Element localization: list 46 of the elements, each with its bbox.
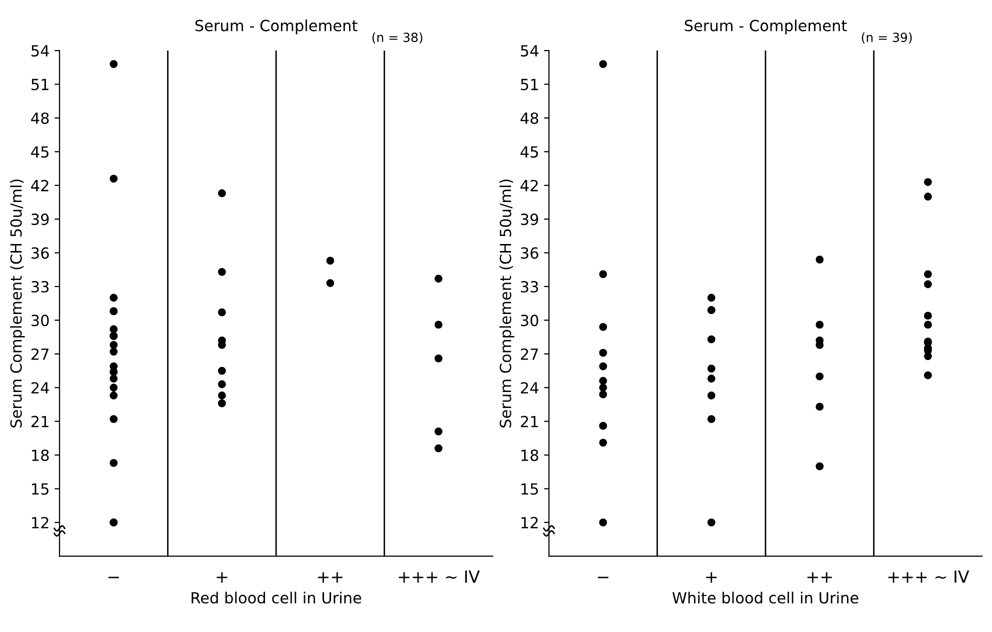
chart-subtitle: (n = 38) (372, 32, 422, 44)
y-axis-title: Serum Complement (CH 50u/ml) (499, 180, 514, 428)
y-tick-label: 54 (32, 45, 49, 57)
y-tick-label: 54 (520, 45, 538, 57)
y-tick-label: 42 (31, 180, 48, 192)
x-tick-label: + (706, 572, 717, 583)
y-tick-label: 12 (521, 516, 538, 528)
y-tick-label: 36 (32, 247, 49, 259)
chart-title: Serum - Complement (684, 20, 847, 34)
chart-title: Serum - Complement (195, 20, 358, 34)
x-tick-label: ++ (318, 572, 342, 583)
y-tick-label: 12 (32, 516, 48, 528)
y-tick-label: 27 (31, 348, 48, 360)
y-tick-label: 24 (520, 382, 538, 394)
x-tick-label: − (598, 576, 608, 578)
y-tick-label: 21 (520, 416, 538, 428)
x-axis-title: White blood cell in Urine (672, 592, 858, 604)
y-tick-label: 51 (32, 78, 48, 90)
x-tick-label: +++ ~ IV (398, 570, 480, 583)
y-tick-label: 33 (520, 280, 538, 293)
x-tick-label: +++ ~ IV (888, 570, 970, 583)
y-tick-label: 39 (520, 214, 538, 226)
y-tick-label: 45 (520, 146, 538, 158)
y-tick-label: 33 (32, 280, 49, 293)
y-tick-label: 15 (32, 483, 48, 495)
x-tick-label: − (108, 576, 119, 578)
x-tick-label: + (216, 572, 228, 583)
y-tick-label: 42 (520, 180, 538, 192)
y-tick-label: 48 (520, 112, 538, 124)
y-tick-label: 45 (31, 146, 48, 158)
x-axis-title: Red blood cell in Urine (192, 592, 362, 604)
y-tick-label: 30 (32, 314, 49, 326)
y-tick-label: 21 (31, 416, 48, 428)
y-axis-title: Serum Complement (CH 50u/ml) (10, 180, 25, 428)
y-tick-label: 39 (32, 214, 49, 226)
y-tick-label: 18 (521, 450, 538, 462)
y-tick-label: 27 (520, 348, 538, 360)
y-tick-label: 15 (521, 483, 538, 495)
y-tick-label: 36 (520, 247, 538, 259)
y-tick-label: 48 (31, 112, 49, 124)
y-tick-label: 51 (520, 78, 538, 90)
x-tick-label: ++ (807, 572, 832, 583)
y-tick-label: 30 (520, 314, 538, 326)
chart-subtitle: (n = 39) (862, 32, 912, 44)
y-tick-label: 24 (31, 382, 49, 394)
y-tick-label: 18 (32, 450, 49, 462)
